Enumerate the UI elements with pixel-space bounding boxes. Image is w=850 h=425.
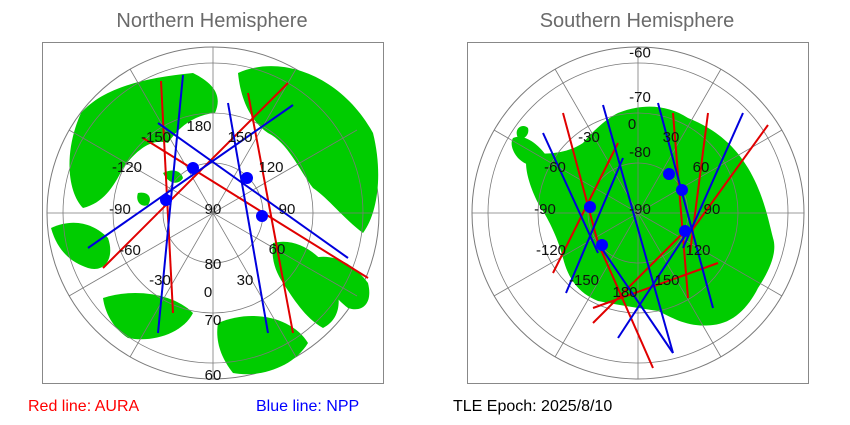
south-longitude-labels: 0 -30 30 -60 60 -90 90 -120 120 -150 150… bbox=[534, 116, 720, 301]
south-lon-label: -90 bbox=[534, 201, 556, 218]
north-lon-label: 60 bbox=[269, 241, 286, 258]
south-crossing-markers bbox=[584, 168, 691, 251]
north-crossing-markers bbox=[160, 162, 268, 222]
south-crossing-marker bbox=[596, 239, 608, 251]
north-lon-label: -90 bbox=[109, 201, 131, 218]
north-polar-map: 180 -150 150 -120 120 -90 90 -60 60 -30 … bbox=[42, 42, 384, 384]
north-lat-label: 70 bbox=[205, 312, 222, 329]
north-lat-label: 90 bbox=[205, 201, 222, 218]
north-lon-label: 180 bbox=[186, 118, 211, 135]
north-lat-label: 80 bbox=[205, 256, 222, 273]
north-crossing-marker bbox=[160, 194, 172, 206]
south-lat-label: -70 bbox=[629, 89, 651, 106]
south-lon-label: -120 bbox=[536, 242, 566, 259]
south-latitude-labels: -60 -70 -80 -90 bbox=[629, 44, 651, 218]
south-npp-tracks bbox=[542, 102, 744, 354]
north-lon-label: 150 bbox=[227, 129, 252, 146]
south-lon-label: 150 bbox=[654, 272, 679, 289]
north-latitude-labels: 90 80 70 60 bbox=[205, 201, 222, 383]
south-lat-label: -80 bbox=[629, 144, 651, 161]
south-map-title: Southern Hemisphere bbox=[539, 10, 735, 32]
south-lon-label: 60 bbox=[693, 159, 710, 176]
north-lon-label: -120 bbox=[112, 159, 142, 176]
npp-legend: Blue line: NPP bbox=[256, 398, 360, 415]
south-crossing-marker bbox=[663, 168, 675, 180]
north-lon-label: -60 bbox=[119, 242, 141, 259]
south-lon-label: 120 bbox=[685, 242, 710, 259]
south-map-svg: 0 -30 30 -60 60 -90 90 -120 120 -150 150… bbox=[471, 44, 805, 380]
south-lat-label: -60 bbox=[629, 44, 651, 61]
north-crossing-marker bbox=[187, 162, 199, 174]
north-lon-label: -150 bbox=[141, 129, 171, 146]
south-crossing-marker bbox=[584, 201, 596, 213]
north-map-svg: 180 -150 150 -120 120 -90 90 -60 60 -30 … bbox=[46, 46, 380, 383]
south-lat-label: -90 bbox=[629, 201, 651, 218]
north-lon-label: 0 bbox=[204, 284, 212, 301]
south-lon-label: 90 bbox=[704, 201, 721, 218]
north-longitude-labels: 180 -150 150 -120 120 -90 90 -60 60 -30 … bbox=[109, 118, 295, 301]
south-meridian-grid bbox=[472, 47, 804, 379]
south-lon-label: -60 bbox=[544, 159, 566, 176]
south-lon-label: 0 bbox=[628, 116, 636, 133]
north-lon-label: -30 bbox=[149, 272, 171, 289]
aura-legend: Red line: AURA bbox=[28, 398, 140, 415]
north-lat-label: 60 bbox=[205, 367, 222, 383]
south-lon-label: -150 bbox=[569, 272, 599, 289]
north-lon-label: 120 bbox=[258, 159, 283, 176]
north-meridian-grid bbox=[47, 47, 379, 379]
south-crossing-marker bbox=[679, 225, 691, 237]
north-crossing-marker bbox=[241, 172, 253, 184]
south-aura-tracks bbox=[552, 112, 769, 369]
north-crossing-marker bbox=[256, 210, 268, 222]
south-lon-label: -30 bbox=[578, 129, 600, 146]
south-crossing-marker bbox=[676, 184, 688, 196]
south-lon-label: 180 bbox=[612, 284, 637, 301]
north-npp-tracks bbox=[87, 74, 349, 334]
tle-epoch: TLE Epoch: 2025/8/10 bbox=[453, 398, 613, 415]
south-polar-map: 0 -30 30 -60 60 -90 90 -120 120 -150 150… bbox=[467, 42, 809, 384]
north-lon-label: 90 bbox=[279, 201, 296, 218]
north-map-title: Northern Hemisphere bbox=[116, 10, 308, 32]
south-lon-label: 30 bbox=[663, 129, 680, 146]
north-lon-label: 30 bbox=[237, 272, 254, 289]
